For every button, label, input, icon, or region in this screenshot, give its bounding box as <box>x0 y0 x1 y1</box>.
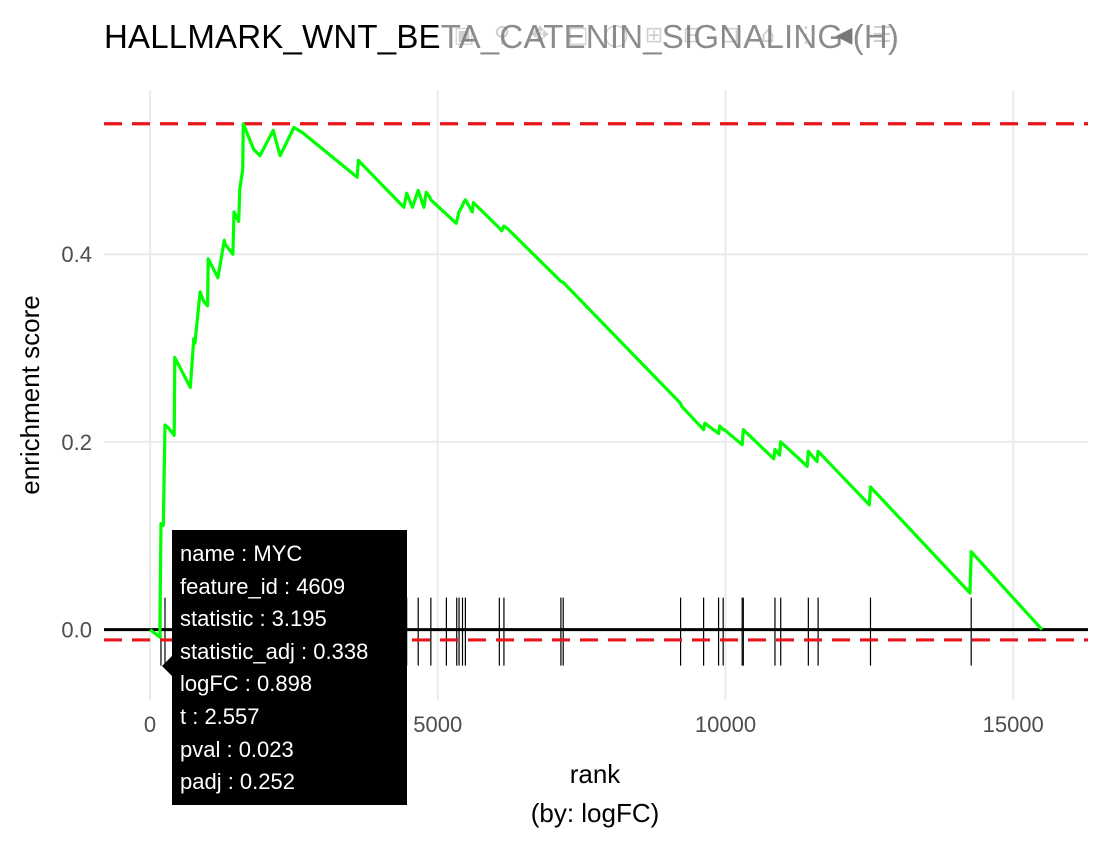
y-axis-label: enrichment score <box>15 295 45 494</box>
tooltip-statistic-adj: statistic_adj : 0.338 <box>180 638 369 664</box>
tooltip-t: t : 2.557 <box>180 703 260 729</box>
pan-icon[interactable]: ✥ <box>530 22 550 48</box>
camera-icon[interactable]: ▣ <box>453 22 475 48</box>
x-tick-label-1: 5000 <box>413 712 462 737</box>
x-axis-ticks: 0 5000 10000 15000 <box>144 712 1044 737</box>
series-line-0[interactable] <box>149 122 1044 639</box>
tooltip-name: name : MYC <box>180 541 303 566</box>
y-tick-label-0: 0.0 <box>61 618 92 643</box>
series-layer[interactable] <box>149 122 1044 639</box>
y-tick-label-1: 0.2 <box>61 430 92 455</box>
x-tick-label-2: 10000 <box>695 712 756 737</box>
tooltip-pointer <box>162 655 173 677</box>
reset-axes-icon[interactable]: ⌂ <box>761 22 775 48</box>
x-tick-label-3: 15000 <box>983 712 1044 737</box>
x-tick-label-0: 0 <box>144 712 156 737</box>
box-select-icon[interactable]: □ <box>567 22 589 48</box>
tooltip-statistic: statistic : 3.195 <box>180 606 327 632</box>
y-tick-label-2: 0.4 <box>61 242 92 267</box>
hover-tooltip: name : MYC feature_id : 4609 statistic :… <box>172 530 407 805</box>
zoom-in-icon[interactable]: ⊞ <box>644 22 664 48</box>
x-axis-sublabel: (by: logFC) <box>531 798 660 828</box>
lasso-icon[interactable]: ◯ <box>603 22 629 48</box>
zoom-icon[interactable]: ⚲ <box>493 22 511 48</box>
tooltip-logfc: logFC : 0.898 <box>180 671 313 697</box>
y-axis-ticks: 0.0 0.2 0.4 <box>61 242 92 642</box>
spike-lines-icon[interactable]: ⋮ <box>795 22 817 48</box>
hover-compare-icon[interactable]: ☰ <box>872 22 892 48</box>
tooltip-padj: padj : 0.252 <box>180 769 295 795</box>
zoom-out-icon[interactable]: ⊟ <box>682 22 702 48</box>
threshold-lines <box>104 122 1088 642</box>
tooltip-feature-id: feature_id : 4609 <box>180 573 346 599</box>
autoscale-icon[interactable]: ⊡ <box>720 22 740 48</box>
hover-closest-icon[interactable]: ◀ <box>835 22 853 48</box>
tooltip-pval: pval : 0.023 <box>180 736 294 762</box>
x-axis-label: rank <box>570 759 622 789</box>
plot-modebar[interactable]: ▣ ⚲ ✥ □ ◯ ⊞ ⊟ ⊡ ⌂ ⋮ ◀ ☰ <box>440 14 1106 56</box>
